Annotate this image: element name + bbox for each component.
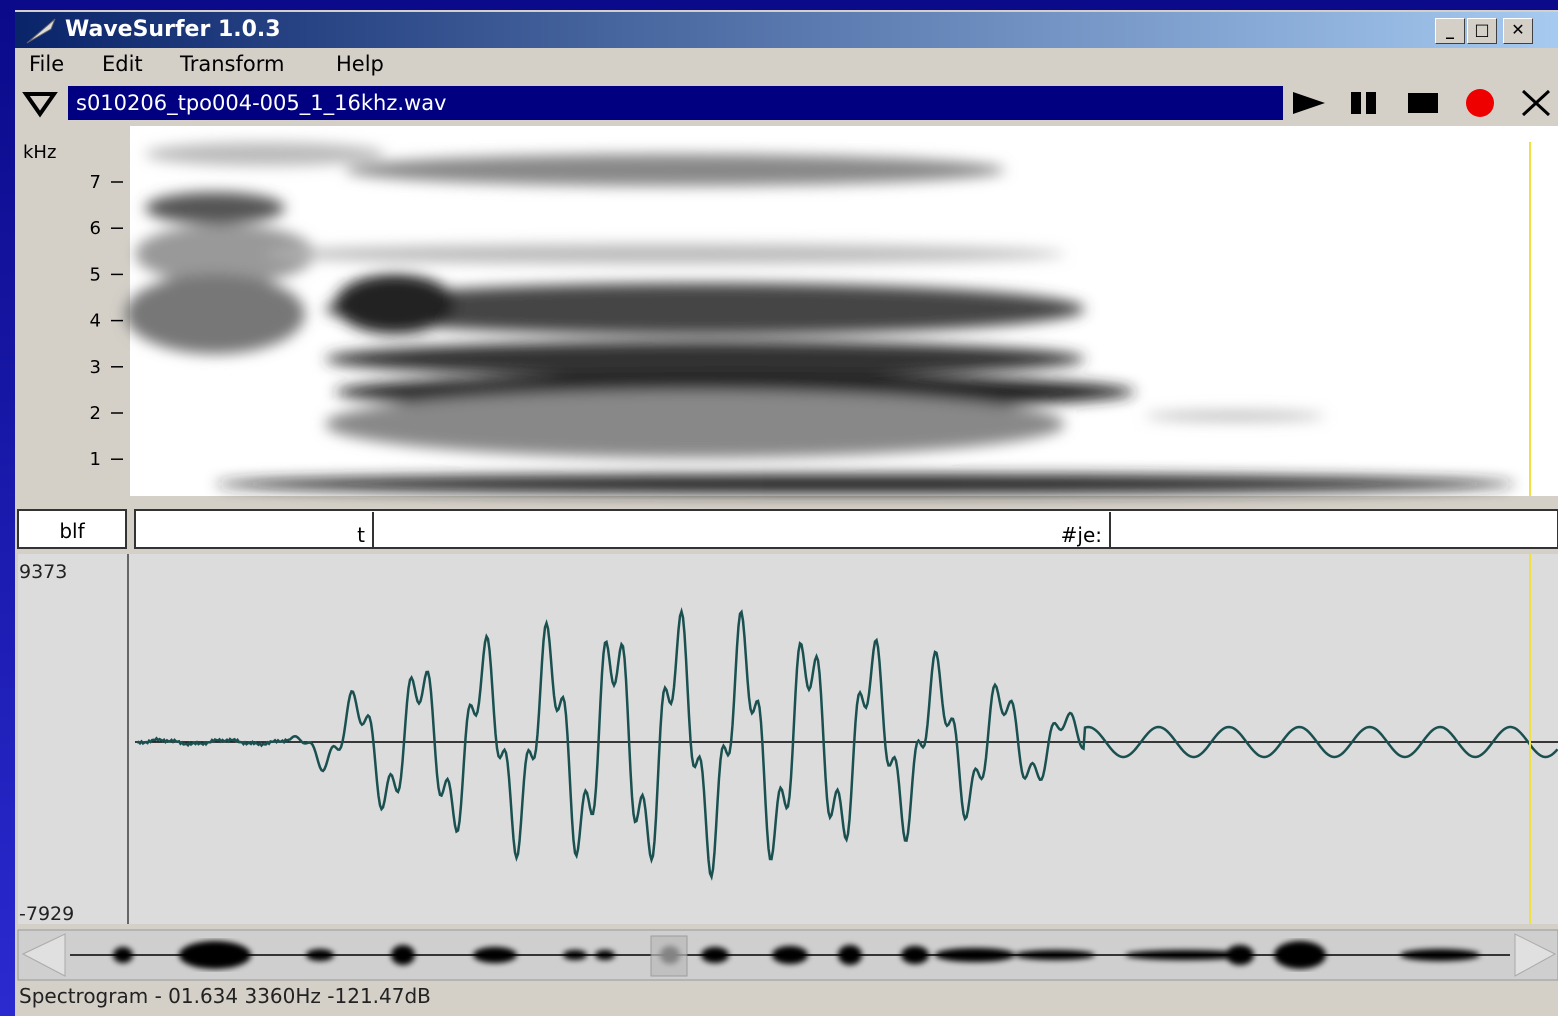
minimize-button[interactable]: _ — [1435, 18, 1465, 44]
menu-item[interactable]: File — [29, 52, 64, 76]
desktop: WaveSurfer 1.0.3 _ □ ✕ File Edit Transfo… — [0, 0, 1558, 1016]
overview-blob — [772, 946, 808, 964]
waveform-min: -7929 — [19, 903, 74, 925]
window-title: WaveSurfer 1.0.3 — [65, 12, 281, 48]
overview-blob — [1226, 945, 1254, 965]
khz-tick-label: 4 — [90, 311, 101, 332]
overview-blob — [113, 947, 133, 963]
waveform-max: 9373 — [19, 561, 67, 583]
stop-button[interactable] — [1408, 93, 1438, 113]
overview-blob — [595, 950, 615, 960]
overview-blob — [1015, 950, 1095, 960]
khz-tick-label: 6 — [90, 218, 101, 239]
label-tier — [135, 510, 1558, 548]
segment-label: t — [357, 523, 365, 547]
pause-button[interactable] — [1351, 92, 1376, 114]
segment-label: #je: — [1061, 523, 1102, 547]
overview-blob — [935, 948, 1015, 962]
spectrogram-unit: kHz — [23, 142, 56, 163]
overview-blob — [838, 945, 862, 965]
waveform-pane — [18, 554, 1558, 924]
khz-tick-label: 5 — [90, 264, 101, 285]
khz-tick-label: 1 — [90, 449, 101, 470]
menu-item[interactable]: Help — [336, 52, 384, 76]
khz-tick-label: 7 — [90, 172, 101, 193]
panes: kHz 7 6 5 4 3 2 1 blf t #je: 9373 -7929 — [15, 124, 1558, 984]
khz-tick-label: 2 — [90, 403, 101, 424]
status-bar: Spectrogram - 01.634 3360Hz -121.47dB — [19, 984, 431, 1008]
overview-blob — [1274, 941, 1326, 969]
play-button[interactable] — [1293, 92, 1325, 114]
title-bar: WaveSurfer 1.0.3 _ □ ✕ — [15, 12, 1558, 48]
filename: s010206_tpo004-005_1_16khz.wav — [76, 91, 446, 115]
khz-tick-label: 3 — [90, 357, 101, 378]
filename-bar: s010206_tpo004-005_1_16khz.wav — [68, 86, 1283, 120]
collapse-button[interactable] — [20, 86, 60, 120]
maximize-button[interactable]: □ — [1467, 18, 1497, 44]
overview-thumb[interactable] — [651, 936, 687, 976]
app-icon — [25, 15, 59, 45]
overview-blob — [1400, 949, 1480, 961]
overview-blob — [701, 947, 729, 963]
overview-blob — [901, 946, 929, 964]
overview-blob — [179, 941, 251, 969]
transport-controls — [1283, 86, 1558, 120]
close-button[interactable]: ✕ — [1503, 18, 1533, 44]
menu-item[interactable]: Edit — [102, 52, 143, 76]
close-pane-button[interactable] — [1523, 91, 1549, 115]
record-button[interactable] — [1466, 89, 1494, 117]
overview-blob — [473, 947, 517, 963]
menu-item[interactable]: Transform — [180, 52, 284, 76]
overview-blob — [391, 945, 415, 965]
overview-blob — [306, 949, 334, 961]
overview-blob — [563, 950, 587, 960]
window: WaveSurfer 1.0.3 _ □ ✕ File Edit Transfo… — [15, 10, 1558, 1016]
label-tier-name: blf — [59, 519, 85, 543]
